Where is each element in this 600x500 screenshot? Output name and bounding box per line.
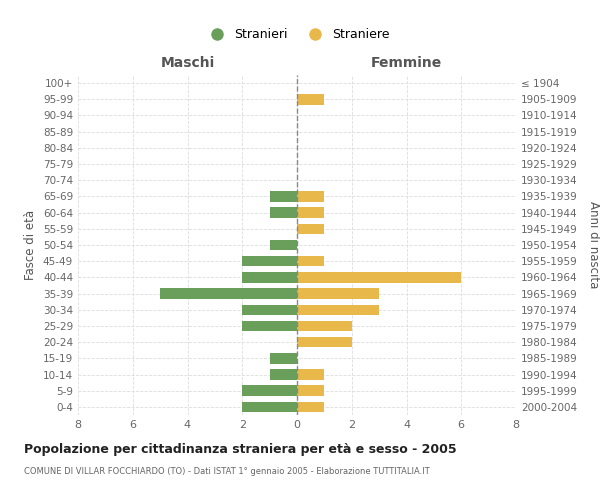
Bar [269, 353, 297, 364]
Bar [297, 272, 461, 282]
Legend: Stranieri, Straniere: Stranieri, Straniere [199, 24, 395, 46]
Bar [297, 402, 325, 412]
Bar [297, 191, 325, 202]
Bar [242, 304, 297, 315]
Y-axis label: Anni di nascita: Anni di nascita [587, 202, 600, 288]
Bar [297, 337, 352, 347]
Bar [242, 272, 297, 282]
Bar [160, 288, 297, 299]
Bar [297, 386, 325, 396]
Text: COMUNE DI VILLAR FOCCHIARDO (TO) - Dati ISTAT 1° gennaio 2005 - Elaborazione TUT: COMUNE DI VILLAR FOCCHIARDO (TO) - Dati … [24, 468, 430, 476]
Bar [242, 402, 297, 412]
Bar [297, 94, 325, 104]
Bar [269, 208, 297, 218]
Bar [297, 288, 379, 299]
Bar [297, 304, 379, 315]
Bar [297, 370, 325, 380]
Bar [242, 386, 297, 396]
Bar [269, 191, 297, 202]
Text: Femmine: Femmine [371, 56, 442, 70]
Bar [242, 256, 297, 266]
Text: Popolazione per cittadinanza straniera per età e sesso - 2005: Popolazione per cittadinanza straniera p… [24, 442, 457, 456]
Bar [242, 320, 297, 331]
Bar [269, 370, 297, 380]
Bar [297, 208, 325, 218]
Y-axis label: Fasce di età: Fasce di età [25, 210, 37, 280]
Text: Maschi: Maschi [160, 56, 215, 70]
Bar [297, 224, 325, 234]
Bar [297, 256, 325, 266]
Bar [269, 240, 297, 250]
Bar [297, 320, 352, 331]
